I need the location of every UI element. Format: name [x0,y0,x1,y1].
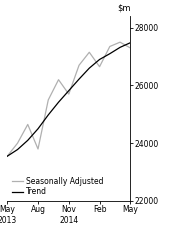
Trend [98,58,101,61]
Seasonally Adjusted [68,93,70,95]
Seasonally Adjusted [78,64,80,67]
Seasonally Adjusted [6,155,8,158]
Trend [6,155,8,158]
Trend [37,128,39,130]
Line: Seasonally Adjusted: Seasonally Adjusted [7,42,130,156]
Trend [88,67,90,70]
Seasonally Adjusted [129,47,131,49]
Trend [129,41,131,44]
Seasonally Adjusted [88,51,90,54]
Trend [78,78,80,80]
Seasonally Adjusted [98,65,101,68]
Trend [109,52,111,55]
Trend [119,46,121,49]
Seasonally Adjusted [109,45,111,48]
Trend [57,101,60,103]
Text: $m: $m [117,3,130,12]
Seasonally Adjusted [16,142,19,145]
Seasonally Adjusted [27,123,29,126]
Trend [68,89,70,92]
Trend [16,148,19,151]
Seasonally Adjusted [119,41,121,44]
Legend: Seasonally Adjusted, Trend: Seasonally Adjusted, Trend [11,176,105,197]
Seasonally Adjusted [37,148,39,150]
Seasonally Adjusted [47,99,49,101]
Trend [27,139,29,142]
Trend [47,114,49,116]
Line: Trend: Trend [7,43,130,156]
Seasonally Adjusted [57,78,60,81]
